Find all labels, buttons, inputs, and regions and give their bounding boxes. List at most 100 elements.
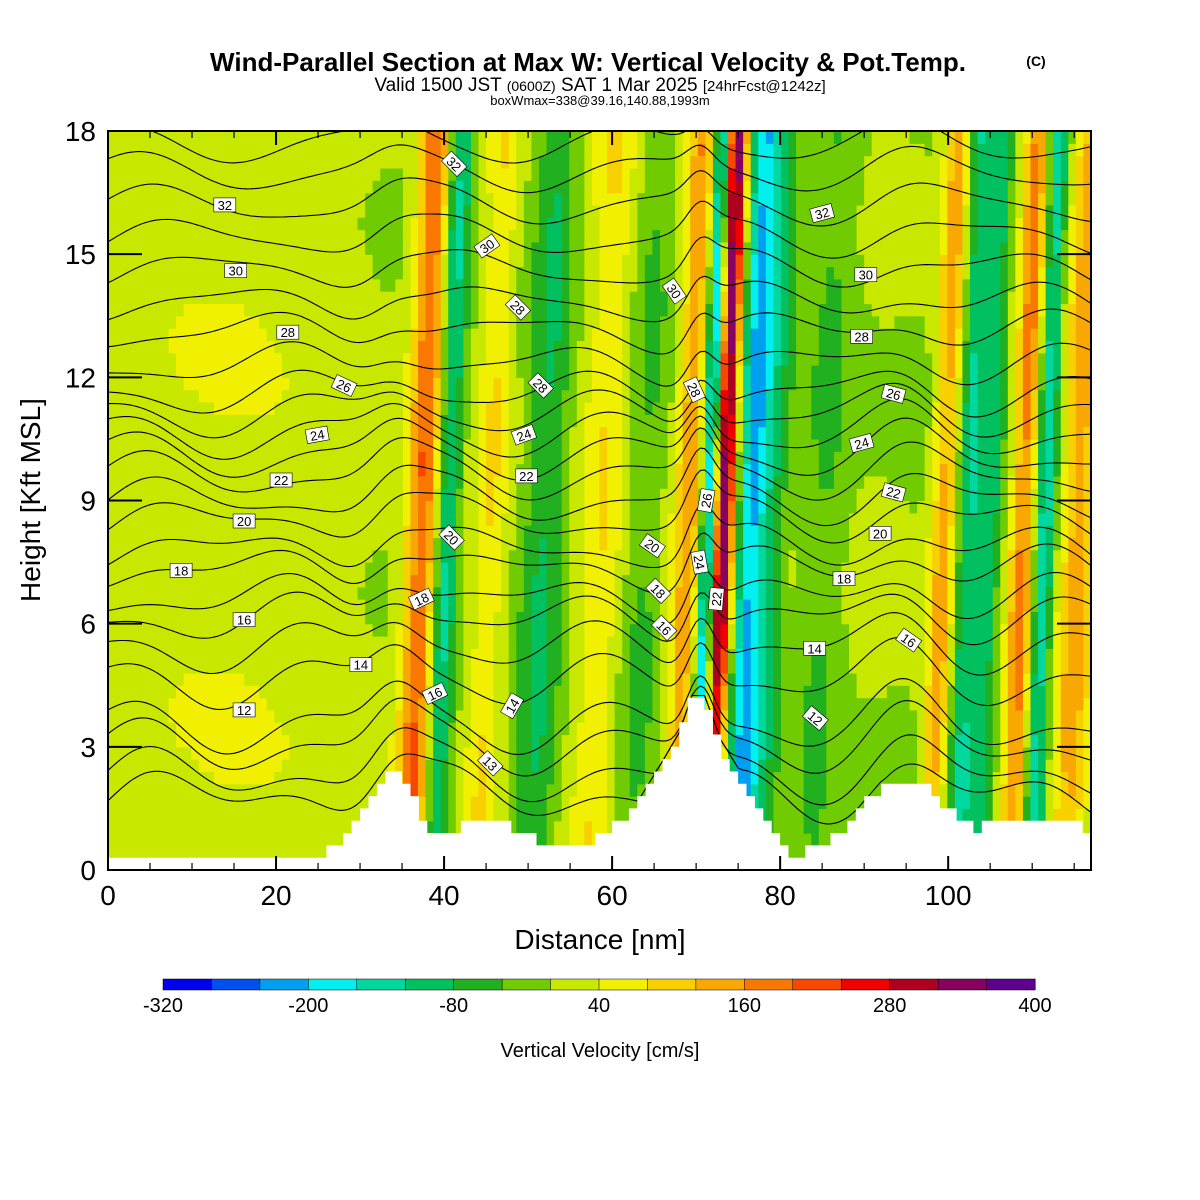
velocity-cell <box>213 463 223 477</box>
velocity-cell <box>697 204 706 218</box>
velocity-cell <box>667 500 676 514</box>
velocity-cell <box>561 389 570 403</box>
velocity-cell <box>599 254 608 268</box>
velocity-cell <box>380 389 389 403</box>
velocity-cell <box>629 697 638 711</box>
velocity-cell <box>138 549 147 563</box>
velocity-cell <box>274 833 283 846</box>
velocity-cell <box>402 549 412 563</box>
velocity-cell <box>251 660 260 674</box>
velocity-cell <box>221 377 230 391</box>
velocity-cell <box>433 254 442 268</box>
velocity-cell <box>614 217 623 231</box>
velocity-cell <box>334 278 344 292</box>
velocity-cell <box>448 796 457 810</box>
velocity-cell <box>236 180 245 194</box>
velocity-cell <box>697 278 706 292</box>
velocity-cell <box>349 328 359 341</box>
velocity-cell <box>675 278 684 292</box>
velocity-cell <box>433 217 442 231</box>
velocity-cell <box>251 500 260 514</box>
velocity-cell <box>349 574 359 588</box>
velocity-cell <box>191 635 200 649</box>
velocity-cell <box>433 660 442 674</box>
velocity-cell <box>108 463 117 477</box>
velocity-cell <box>395 217 404 231</box>
velocity-cell <box>539 525 548 539</box>
velocity-cell <box>501 746 510 760</box>
velocity-cell <box>546 746 555 760</box>
velocity-cell <box>236 426 245 440</box>
velocity-cell <box>712 512 722 526</box>
velocity-cell <box>168 414 177 428</box>
velocity-cell <box>402 414 412 428</box>
velocity-cell <box>281 365 291 378</box>
velocity-cell <box>138 586 147 600</box>
velocity-cell <box>644 512 654 526</box>
velocity-cell <box>266 217 275 231</box>
velocity-cell <box>380 648 389 662</box>
velocity-cell <box>720 217 729 231</box>
velocity-cell <box>531 155 540 169</box>
velocity-cell <box>493 229 502 243</box>
velocity-cell <box>342 291 351 305</box>
velocity-cell <box>508 648 517 662</box>
velocity-cell <box>191 278 200 292</box>
velocity-cell <box>576 709 585 723</box>
velocity-cell <box>387 180 396 194</box>
velocity-cell <box>236 488 245 502</box>
velocity-cell <box>259 438 268 452</box>
velocity-cell <box>501 438 510 452</box>
velocity-cell <box>168 315 177 329</box>
velocity-cell <box>418 759 427 773</box>
velocity-cell <box>145 192 154 206</box>
velocity-cell <box>720 180 729 194</box>
velocity-cell <box>160 475 170 489</box>
velocity-cell <box>523 414 533 428</box>
velocity-cell <box>493 340 502 354</box>
velocity-cell <box>221 303 230 317</box>
velocity-cell <box>622 562 631 575</box>
velocity-cell <box>470 512 480 526</box>
velocity-cell <box>539 278 548 292</box>
velocity-cell <box>289 204 298 218</box>
velocity-cell <box>289 143 298 157</box>
velocity-cell <box>289 833 298 846</box>
velocity-cell <box>576 328 585 341</box>
velocity-cell <box>697 241 706 255</box>
velocity-cell <box>349 685 359 699</box>
velocity-cell <box>342 438 351 452</box>
velocity-cell <box>554 340 563 354</box>
velocity-cell <box>387 229 396 243</box>
velocity-cell <box>675 401 684 415</box>
velocity-cell <box>228 365 238 378</box>
velocity-cell <box>478 734 487 748</box>
velocity-cell <box>554 549 563 563</box>
velocity-cell <box>183 488 192 502</box>
velocity-cell <box>614 709 623 723</box>
velocity-cell <box>493 192 502 206</box>
velocity-cell <box>659 340 669 354</box>
velocity-cell <box>455 635 464 649</box>
velocity-cell <box>115 833 124 846</box>
velocity-cell <box>108 426 117 440</box>
velocity-cell <box>720 204 729 218</box>
velocity-cell <box>539 759 548 773</box>
velocity-cell <box>304 808 313 822</box>
velocity-cell <box>108 709 117 723</box>
velocity-cell <box>675 599 684 612</box>
velocity-cell <box>138 635 147 649</box>
velocity-cell <box>614 463 623 477</box>
velocity-cell <box>440 401 449 415</box>
velocity-cell <box>690 303 699 317</box>
velocity-cell <box>342 340 351 354</box>
velocity-cell <box>554 131 563 144</box>
velocity-cell <box>470 155 480 169</box>
velocity-cell <box>622 796 631 810</box>
velocity-cell <box>448 266 457 280</box>
velocity-cell <box>614 685 623 699</box>
velocity-cell <box>470 229 480 243</box>
velocity-cell <box>591 525 601 539</box>
velocity-cell <box>576 451 585 465</box>
velocity-cell <box>198 759 207 773</box>
